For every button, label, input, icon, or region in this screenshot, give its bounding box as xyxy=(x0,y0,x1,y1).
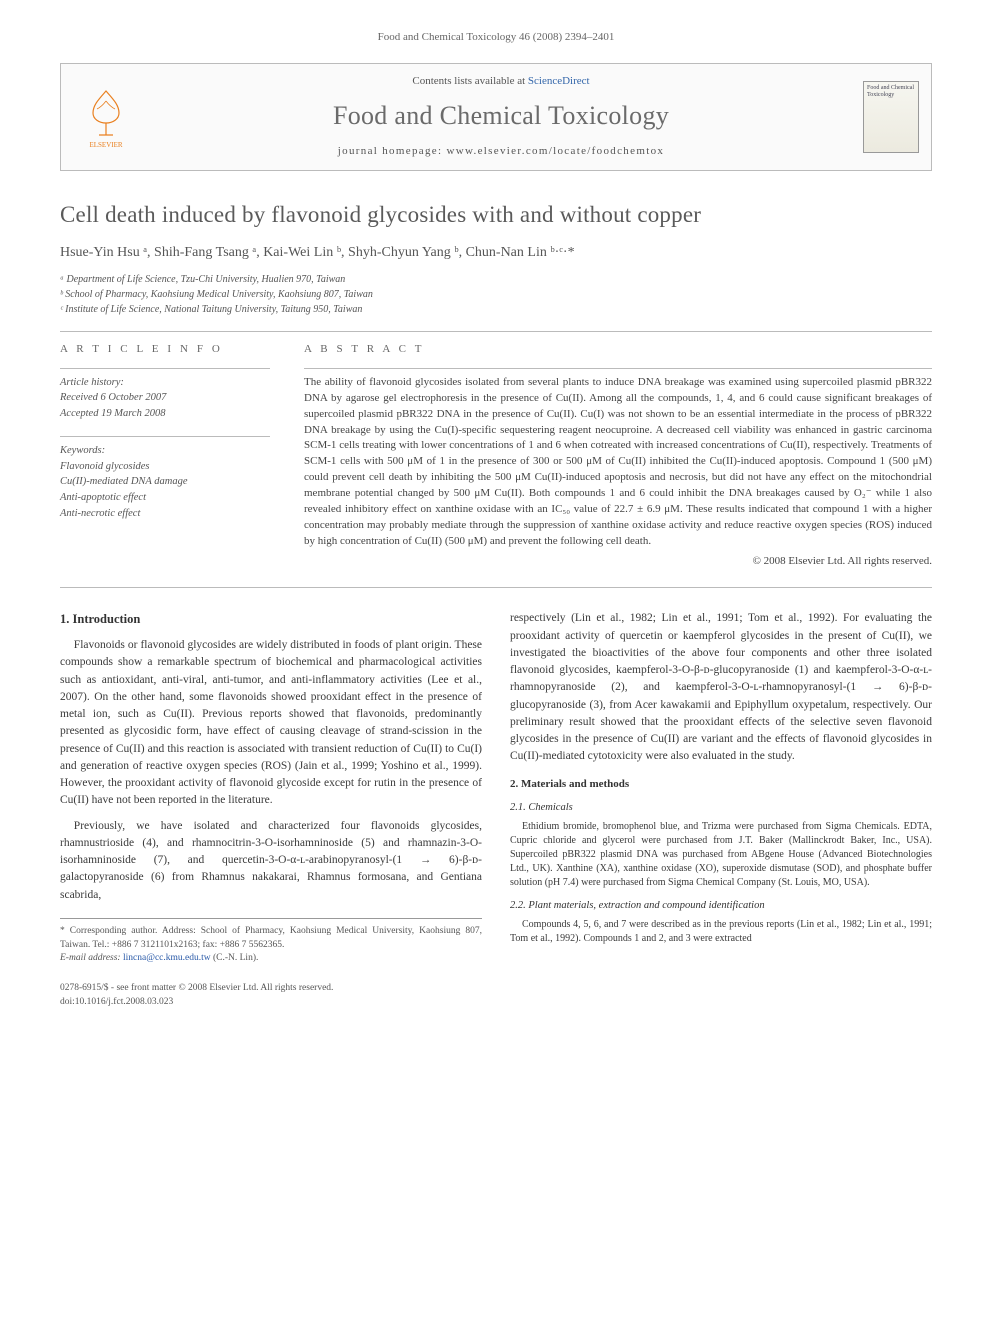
abstract-copyright: © 2008 Elsevier Ltd. All rights reserved… xyxy=(304,554,932,569)
cover-thumb-label: Food and Chemical Toxicology xyxy=(863,81,919,153)
homepage-prefix: journal homepage: xyxy=(338,145,447,157)
keywords-block: Keywords: Flavonoid glycosides Cu(II)-me… xyxy=(60,443,270,522)
subsection-heading-plant: 2.2. Plant materials, extraction and com… xyxy=(510,898,932,914)
abstract-label: A B S T R A C T xyxy=(304,342,932,357)
article-body: 1. Introduction Flavonoids or flavonoid … xyxy=(60,610,932,966)
footer-copyright: 0278-6915/$ - see front matter © 2008 El… xyxy=(60,982,932,995)
body-paragraph: Flavonoids or flavonoid glycosides are w… xyxy=(60,637,482,810)
keyword: Cu(II)-mediated DNA damage xyxy=(60,474,270,490)
keywords-heading: Keywords: xyxy=(60,443,270,459)
article-info-label: A R T I C L E I N F O xyxy=(60,342,270,357)
divider xyxy=(304,368,932,369)
section-heading-methods: 2. Materials and methods xyxy=(510,776,932,793)
article-info-column: A R T I C L E I N F O Article history: R… xyxy=(60,342,270,569)
journal-name: Food and Chemical Toxicology xyxy=(155,98,847,134)
divider xyxy=(60,331,932,332)
divider xyxy=(60,368,270,369)
affiliation-b: ᵇ School of Pharmacy, Kaohsiung Medical … xyxy=(60,287,932,302)
affiliations: ᵃ Department of Life Science, Tzu-Chi Un… xyxy=(60,272,932,317)
article-history: Article history: Received 6 October 2007… xyxy=(60,375,270,422)
author-list: Hsue-Yin Hsu ᵃ, Shih-Fang Tsang ᵃ, Kai-W… xyxy=(60,243,932,263)
history-heading: Article history: xyxy=(60,375,270,391)
section-heading-intro: 1. Introduction xyxy=(60,610,482,629)
divider xyxy=(60,587,932,588)
info-abstract-row: A R T I C L E I N F O Article history: R… xyxy=(60,342,932,569)
page-footer: 0278-6915/$ - see front matter © 2008 El… xyxy=(60,982,932,1009)
keyword: Anti-apoptotic effect xyxy=(60,490,270,506)
contents-prefix: Contents lists available at xyxy=(412,75,527,87)
body-paragraph: Ethidium bromide, bromophenol blue, and … xyxy=(510,820,932,890)
running-header: Food and Chemical Toxicology 46 (2008) 2… xyxy=(60,30,932,45)
homepage-url[interactable]: www.elsevier.com/locate/foodchemtox xyxy=(446,145,664,157)
journal-homepage-line: journal homepage: www.elsevier.com/locat… xyxy=(155,144,847,159)
footer-doi: doi:10.1016/j.fct.2008.03.023 xyxy=(60,996,932,1009)
corr-email-link[interactable]: lincna@cc.kmu.edu.tw xyxy=(123,953,211,963)
publisher-logo: ELSEVIER xyxy=(61,64,151,169)
contents-available-line: Contents lists available at ScienceDirec… xyxy=(155,74,847,89)
keyword: Flavonoid glycosides xyxy=(60,459,270,475)
subsection-heading-chemicals: 2.1. Chemicals xyxy=(510,800,932,816)
corresponding-author-note: * Corresponding author. Address: School … xyxy=(60,918,482,966)
affiliation-a: ᵃ Department of Life Science, Tzu-Chi Un… xyxy=(60,272,932,287)
email-label: E-mail address: xyxy=(60,953,121,963)
divider xyxy=(60,436,270,437)
journal-cover-thumb: Food and Chemical Toxicology xyxy=(851,64,931,169)
email-suffix: (C.-N. Lin). xyxy=(213,953,258,963)
body-paragraph: Compounds 4, 5, 6, and 7 were described … xyxy=(510,918,932,946)
publisher-label: ELSEVIER xyxy=(89,141,122,149)
received-date: Received 6 October 2007 xyxy=(60,390,270,406)
accepted-date: Accepted 19 March 2008 xyxy=(60,406,270,422)
abstract-column: A B S T R A C T The ability of flavonoid… xyxy=(304,342,932,569)
keyword: Anti-necrotic effect xyxy=(60,506,270,522)
sciencedirect-link[interactable]: ScienceDirect xyxy=(528,75,590,87)
elsevier-tree-icon: ELSEVIER xyxy=(79,85,133,149)
article-title: Cell death induced by flavonoid glycosid… xyxy=(60,199,932,231)
body-paragraph: Previously, we have isolated and charact… xyxy=(60,818,482,904)
affiliation-c: ᶜ Institute of Life Science, National Ta… xyxy=(60,302,932,317)
corr-text: * Corresponding author. Address: School … xyxy=(60,925,482,953)
body-paragraph: respectively (Lin et al., 1982; Lin et a… xyxy=(510,610,932,765)
abstract-text: The ability of flavonoid glycosides isol… xyxy=(304,375,932,550)
journal-masthead: ELSEVIER Contents lists available at Sci… xyxy=(60,63,932,170)
